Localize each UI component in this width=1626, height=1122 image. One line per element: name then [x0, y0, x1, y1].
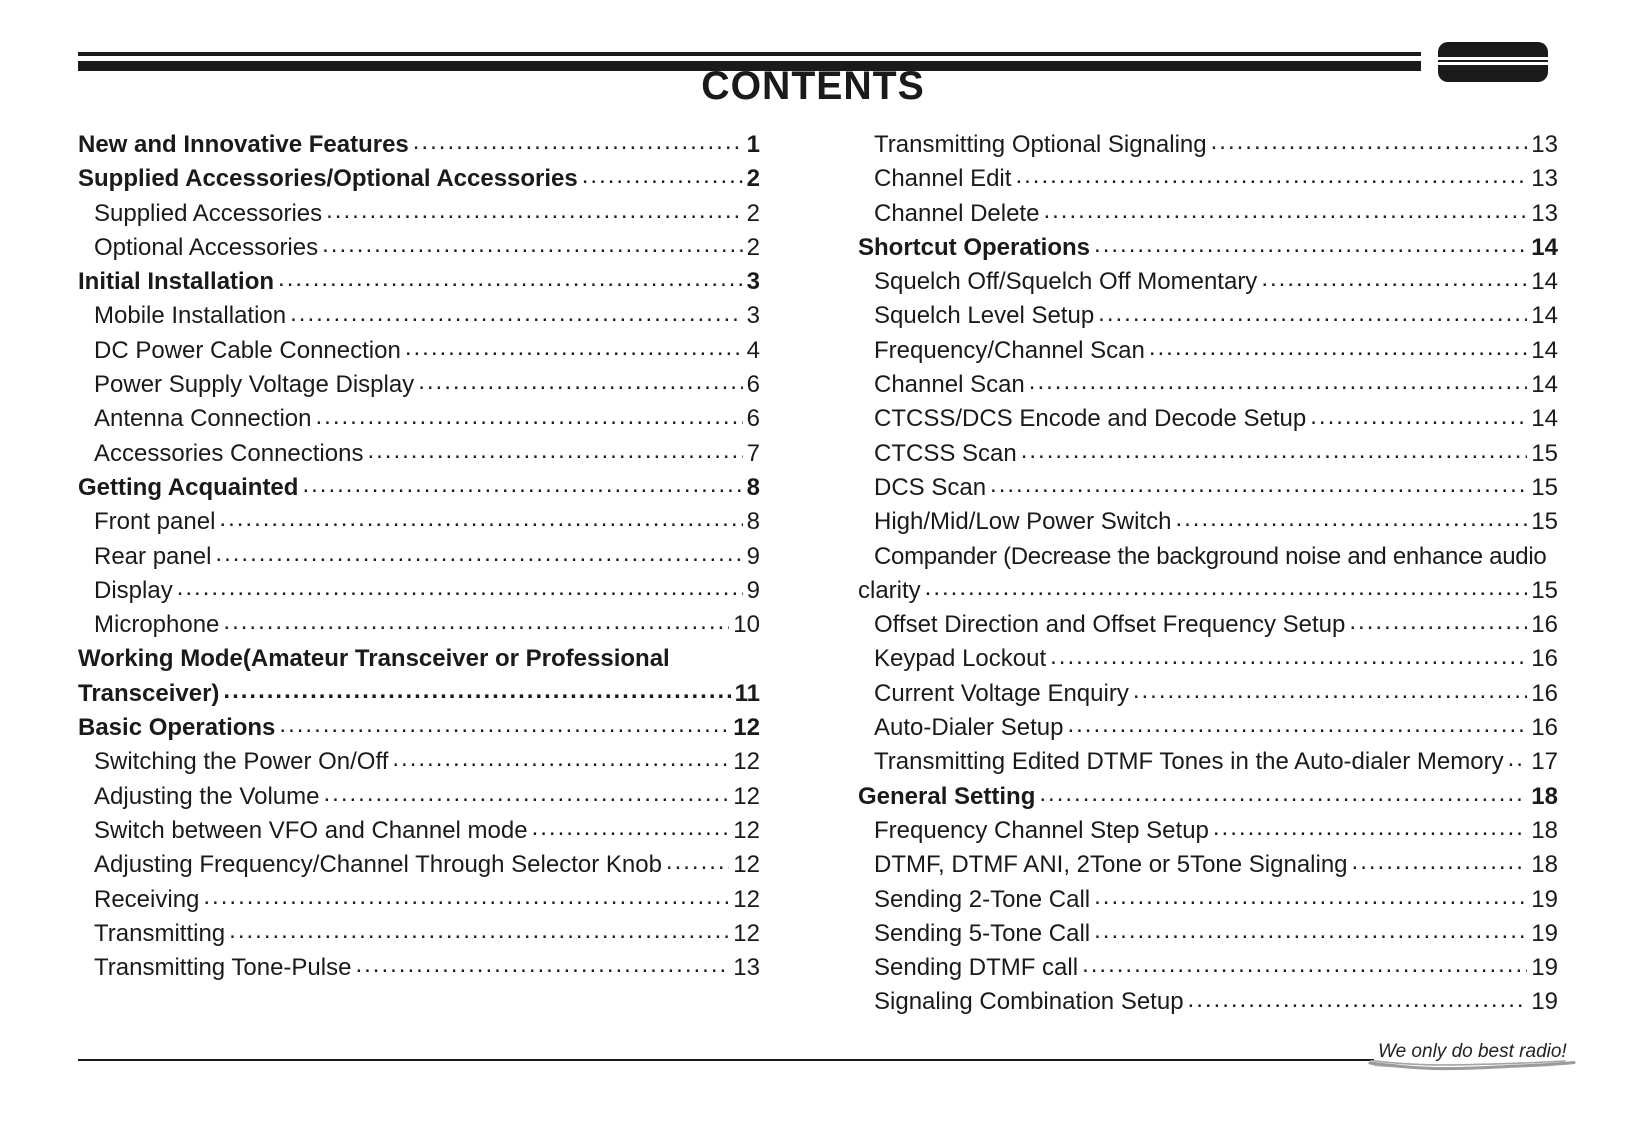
- svg-text:We only do best radio!: We only do best radio!: [1378, 1041, 1567, 1062]
